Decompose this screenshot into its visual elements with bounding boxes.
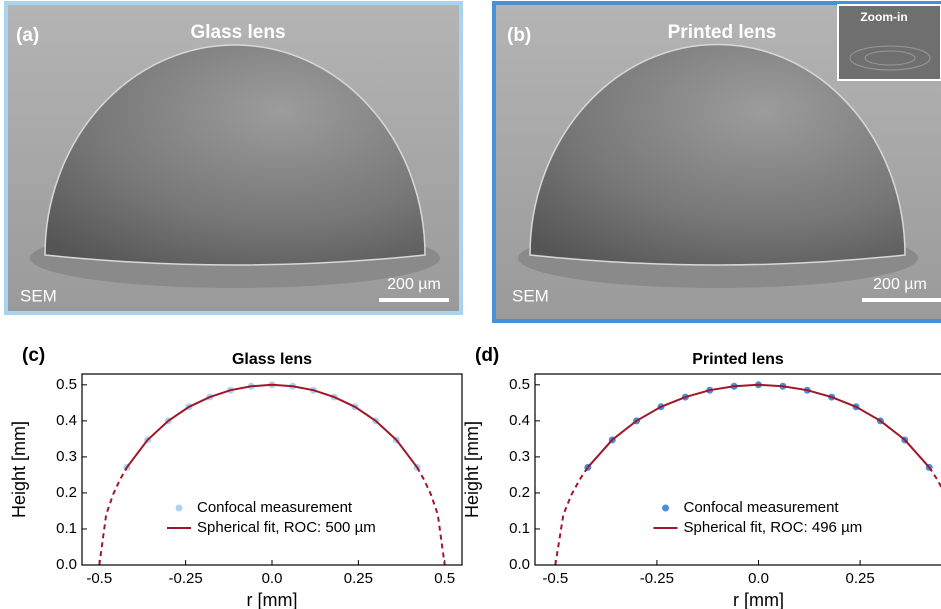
- x-tick-label: -0.5: [542, 570, 568, 587]
- y-tick-label: 0.2: [56, 484, 77, 501]
- y-tick-label: 0.5: [56, 376, 77, 393]
- x-tick-label: -0.25: [640, 570, 674, 587]
- panel-label: (b): [507, 25, 531, 46]
- figure: (a) Glass lens SEM 200 µm Zoom-in (b) Pr…: [0, 0, 941, 609]
- y-tick-label: 0.3: [56, 448, 77, 465]
- x-axis-label: r [mm]: [733, 590, 784, 609]
- scale-bar-label: 200 µm: [873, 276, 927, 293]
- x-tick-label: -0.5: [86, 570, 112, 587]
- x-tick-label: 0.5: [434, 570, 455, 587]
- panel-label: (d): [475, 345, 499, 366]
- sem-panel-b: Zoom-in (b) Printed lens SEM 200 µm: [494, 3, 941, 321]
- panel-label: (a): [16, 25, 39, 46]
- plot-frame: [535, 374, 941, 565]
- y-tick-label: 0.2: [509, 484, 530, 501]
- x-axis-label: r [mm]: [247, 590, 298, 609]
- panel-label: (c): [22, 345, 45, 366]
- fit-extrapolation: [99, 467, 444, 565]
- legend-marker: [176, 505, 183, 512]
- y-tick-label: 0.4: [56, 412, 77, 429]
- caption: SEM: [20, 286, 57, 305]
- x-tick-label: 0.25: [845, 570, 874, 587]
- inset-label: Zoom-in: [860, 10, 907, 24]
- panel-title: Printed lens: [668, 22, 777, 43]
- caption: SEM: [512, 286, 549, 305]
- chart: (d) Printed lens r [mm] Height [mm] -0.5 -0.2…: [462, 345, 941, 609]
- y-tick-label: 0.0: [509, 556, 530, 573]
- x-tick-label: 0.0: [748, 570, 769, 587]
- legend-label: Spherical fit, ROC: 500 µm: [197, 519, 376, 536]
- legend-label: Confocal measurement: [684, 499, 840, 516]
- fit-line: [588, 385, 929, 468]
- page: (a) Glass lens SEM 200 µm Zoom-in (b) Pr…: [0, 0, 941, 609]
- legend-label: Spherical fit, ROC: 496 µm: [684, 519, 863, 536]
- y-tick-label: 0.5: [509, 376, 530, 393]
- chart-title: Glass lens: [232, 351, 312, 368]
- y-axis-label: Height [mm]: [462, 421, 482, 518]
- sem-panel-a: (a) Glass lens SEM 200 µm: [6, 3, 461, 313]
- y-tick-label: 0.0: [56, 556, 77, 573]
- plot-frame: [82, 374, 462, 565]
- y-tick-label: 0.1: [509, 520, 530, 537]
- x-tick-label: 0.25: [344, 570, 373, 587]
- fit-extrapolation: [555, 467, 941, 565]
- panel-title: Glass lens: [190, 22, 285, 43]
- scale-bar-label: 200 µm: [387, 276, 441, 293]
- y-tick-label: 0.1: [56, 520, 77, 537]
- y-tick-label: 0.3: [509, 448, 530, 465]
- chart-title: Printed lens: [692, 351, 784, 368]
- y-tick-label: 0.4: [509, 412, 530, 429]
- x-tick-label: -0.25: [169, 570, 203, 587]
- legend-marker: [662, 505, 669, 512]
- chart: (c) Glass lens r [mm] Height [mm] -0.5 -0.25 0…: [9, 345, 462, 609]
- legend-label: Confocal measurement: [197, 499, 353, 516]
- y-axis-label: Height [mm]: [9, 421, 29, 518]
- x-tick-label: 0.0: [262, 570, 283, 587]
- fit-line: [127, 385, 417, 468]
